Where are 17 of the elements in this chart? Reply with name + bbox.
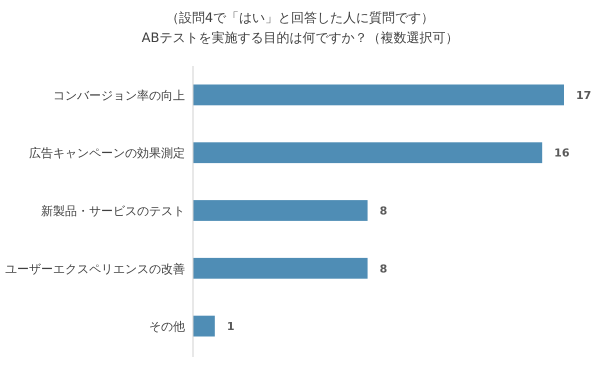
data-label: 8 [380,204,388,218]
data-label: 16 [554,146,570,160]
chart-subtitle: ABテストを実施する目的は何ですか？（複数選択可） [142,30,458,46]
data-label: 8 [380,262,388,276]
bar [193,84,564,106]
bar [193,258,368,279]
bar [193,316,215,337]
y-tick-label: 新製品・サービスのテスト [41,204,185,218]
y-tick-label: その他 [149,320,185,334]
chart-title: （設問4で「はい」と回答した人に質問です） [166,11,434,26]
y-tick-label: 広告キャンペーンの効果測定 [29,146,185,160]
bar [193,142,542,164]
data-label: 17 [576,88,592,102]
bar [193,200,368,221]
y-tick-label: コンバージョン率の向上 [53,88,185,102]
y-tick-label: ユーザーエクスペリエンスの改善 [5,262,185,276]
data-label: 1 [226,320,234,334]
